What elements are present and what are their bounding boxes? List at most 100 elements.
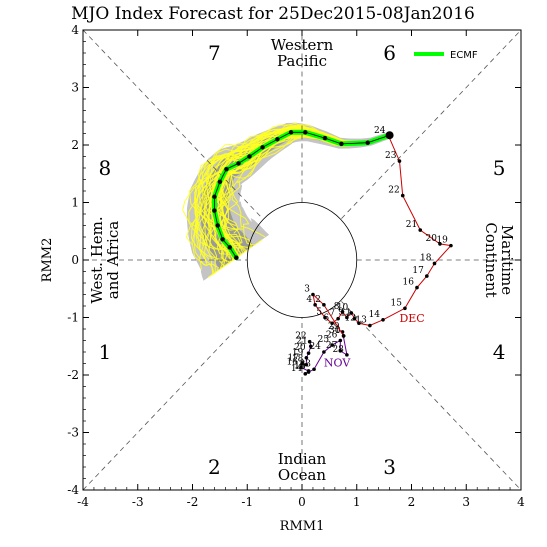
phase-label: 7 — [208, 41, 221, 65]
observed-point — [400, 193, 405, 198]
observed-day-label: 13 — [294, 362, 306, 372]
y-tick-label: -2 — [67, 368, 79, 382]
observed-point — [322, 350, 326, 354]
observed-point — [336, 316, 340, 321]
observed-day-label: 13 — [355, 316, 367, 326]
x-tick-label: -2 — [187, 495, 199, 509]
forecast-start-marker — [385, 131, 394, 140]
y-tick-label: -3 — [67, 426, 79, 440]
phase-label: 1 — [99, 340, 112, 364]
observed-point — [425, 274, 429, 278]
observed-day-label: 16 — [403, 278, 415, 288]
observed-point — [311, 292, 315, 297]
observed-point — [313, 303, 317, 307]
ensemble-mean-point — [339, 141, 344, 147]
y-tick-label: 0 — [71, 253, 79, 267]
region-west-hem-africa: West. Hem.and Africa — [88, 216, 122, 303]
observed-point — [345, 315, 349, 320]
observed-trajectory: 2221201918171615141323242526272829301234… — [286, 126, 453, 376]
observed-point — [308, 344, 313, 349]
phase-label: 6 — [383, 41, 396, 65]
legend-label: ECMF — [450, 50, 478, 61]
observed-day-label: 17 — [288, 354, 300, 364]
ensemble-mean-point — [236, 161, 241, 166]
observed-day-label: 1 — [335, 326, 341, 336]
observed-point — [307, 339, 312, 344]
ensemble-mean-point — [303, 130, 308, 135]
phase-label: 2 — [208, 455, 221, 479]
observed-day-label: 27 — [326, 341, 338, 351]
observed-point — [352, 316, 357, 321]
ensemble-mean-point — [260, 145, 265, 150]
observed-point — [349, 311, 354, 315]
observed-point — [330, 321, 334, 326]
ensemble-mean — [211, 129, 394, 261]
observed-day-label: 17 — [412, 266, 424, 276]
legend: ECMF — [414, 50, 478, 61]
observed-day-label: 19 — [436, 236, 448, 246]
observed-day-label: 11 — [340, 309, 351, 319]
ensemble-mean-point — [247, 154, 252, 159]
y-tick-label: 1 — [71, 196, 79, 210]
observed-day-label: 22 — [388, 186, 399, 196]
phase-guides — [83, 30, 521, 490]
month-label-dec: DEC — [399, 312, 424, 325]
region-label-line: Pacific — [277, 52, 327, 70]
x-tick-label: -1 — [241, 495, 253, 509]
guide-line — [83, 301, 263, 490]
observed-point — [323, 315, 327, 320]
observed-day-label: 30 — [329, 326, 341, 336]
guide-line — [83, 30, 263, 219]
phase-label: 3 — [383, 455, 396, 479]
y-tick-label: -1 — [67, 311, 79, 325]
observed-point — [312, 367, 316, 372]
observed-point — [338, 338, 343, 343]
unit-circle — [246, 202, 358, 318]
observed-point — [345, 353, 349, 357]
region-label-line: Indian — [278, 450, 327, 468]
observed-day-label: 26 — [326, 331, 338, 341]
observed-line-dec — [312, 135, 452, 337]
ensemble-mean-point — [212, 194, 217, 199]
y-tick-label: 4 — [71, 23, 79, 37]
region-label-line: Ocean — [278, 466, 327, 484]
observed-day-label: 2 — [315, 295, 321, 305]
observed-point — [303, 372, 308, 376]
observed-day-label: 20 — [294, 343, 306, 353]
y-tick-label: -4 — [67, 483, 79, 497]
observed-point — [306, 351, 311, 355]
ensemble-mean-point — [365, 140, 370, 145]
observed-point — [304, 362, 309, 367]
observed-day-label: 5 — [316, 308, 322, 318]
observed-day-label: 14 — [291, 364, 303, 374]
ensemble-mean-point — [217, 179, 223, 184]
observed-point — [340, 309, 345, 314]
observed-point — [368, 323, 372, 328]
observed-day-label: 7 — [329, 309, 335, 319]
observed-point — [330, 343, 334, 347]
x-tick-label: 2 — [408, 495, 416, 509]
observed-day-label: 3 — [304, 285, 310, 295]
ensemble-mean-point — [322, 135, 328, 141]
observed-day-label: 19 — [292, 348, 304, 358]
observed-point — [449, 243, 453, 248]
ensemble-mean-point — [288, 130, 294, 135]
x-tick-label: 3 — [462, 495, 470, 509]
phase-label: 4 — [493, 340, 506, 364]
phase-label: 8 — [99, 156, 112, 180]
observed-point — [306, 370, 311, 374]
observed-point — [322, 303, 326, 307]
observed-point — [397, 159, 402, 163]
observed-day-label: 24 — [374, 126, 386, 136]
x-tick-label: 4 — [517, 495, 525, 509]
observed-point — [357, 321, 361, 326]
guide-line — [341, 301, 521, 490]
observed-day-label: 16 — [286, 358, 298, 368]
ensemble-mean-point — [215, 223, 220, 228]
